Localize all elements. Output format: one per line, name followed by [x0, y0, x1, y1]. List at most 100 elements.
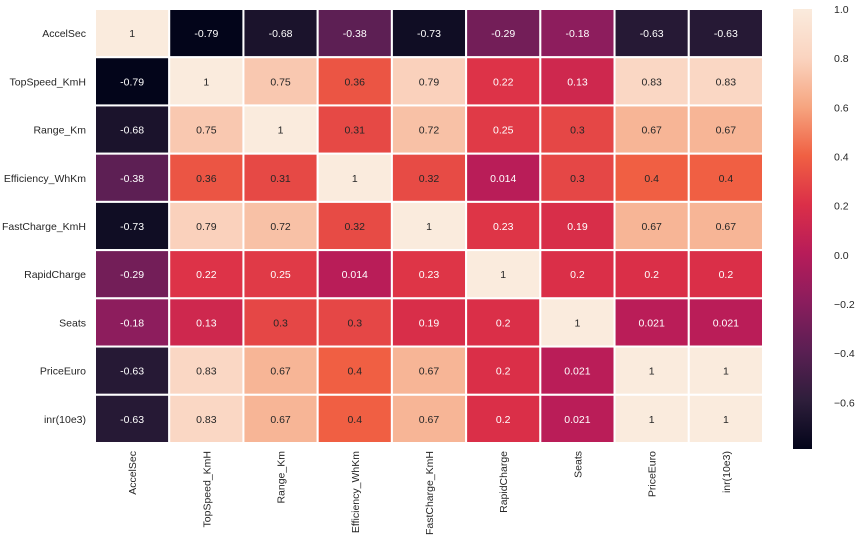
heatmap-cell	[316, 152, 393, 203]
cell-value-label: -0.38	[120, 173, 144, 185]
cell-value-label: 0.4	[347, 366, 362, 378]
cell-value-label: 0.021	[564, 366, 590, 378]
cell-value-label: 0.83	[196, 366, 217, 378]
heatmap-cell	[687, 56, 764, 107]
cell-value-label: 0.67	[641, 221, 662, 233]
heatmap-cell	[242, 249, 319, 300]
heatmap-cell	[242, 104, 319, 155]
cell-value-label: 0.021	[713, 317, 739, 329]
heatmap-cell	[168, 297, 245, 348]
cell-value-label: 0.72	[419, 125, 440, 137]
cell-value-label: 1	[352, 173, 358, 185]
heatmap-cell	[168, 104, 245, 155]
cell-value-label: 0.19	[419, 317, 440, 329]
column-tick-label: Seats	[572, 451, 584, 478]
cell-value-label: 1	[649, 366, 655, 378]
heatmap-cell	[168, 249, 245, 300]
row-tick-label: Range_Km	[33, 125, 86, 137]
heatmap-cell	[687, 200, 764, 252]
cell-value-label: 0.31	[345, 125, 366, 137]
cell-value-label: 0.3	[570, 173, 585, 185]
column-tick-label: PriceEuro	[647, 451, 659, 497]
cell-value-label: 0.13	[196, 317, 217, 329]
heatmap-cell	[94, 345, 171, 396]
colorbar-tick-label: 1.0	[834, 4, 849, 16]
cell-value-label: 0.75	[196, 125, 217, 137]
colorbar-tick-label: 0.6	[834, 102, 849, 114]
cell-value-label: 0.3	[570, 125, 585, 137]
row-tick-label: PriceEuro	[40, 366, 86, 378]
colorbar-tick-label: −0.6	[834, 397, 855, 409]
column-tick-label: inr(10e3)	[721, 451, 733, 493]
heatmap-cell-labels: 1 -0.79 -0.68 -0.38 -0.73 -0.29 -0.18 -0.63 -0.6…	[120, 28, 739, 426]
heatmap-cell	[390, 56, 468, 107]
cell-value-label: 0.79	[419, 76, 440, 88]
heatmap-cell	[687, 393, 764, 444]
cell-value-label: 0.67	[716, 125, 737, 137]
heatmap-cell	[94, 297, 171, 348]
heatmap-cell	[390, 297, 468, 348]
heatmap-cell	[539, 297, 616, 348]
heatmap-cell	[613, 249, 690, 300]
cell-value-label: -0.63	[120, 366, 144, 378]
cell-value-label: 0.67	[419, 366, 440, 378]
heatmap-cell	[539, 56, 616, 107]
cell-value-label: 0.31	[270, 173, 291, 185]
heatmap-cell	[242, 393, 319, 444]
cell-value-label: 1	[575, 317, 581, 329]
heatmap-cell	[465, 249, 542, 300]
heatmap-cell	[687, 152, 764, 203]
cell-value-label: 0.36	[196, 173, 217, 185]
heatmap-cell	[613, 56, 690, 107]
colorbar-tick-label: 0.8	[834, 53, 849, 65]
cell-value-label: 0.014	[342, 269, 368, 281]
heatmap-cell	[465, 345, 542, 396]
cell-value-label: 0.2	[570, 269, 585, 281]
colorbar: 1.0 0.8 0.6 0.4 0.2 0.0 −0.2 −0.4 −0.6	[793, 4, 855, 449]
cell-value-label: 0.83	[641, 76, 662, 88]
cell-value-label: 0.3	[347, 317, 362, 329]
colorbar-tick-label: 0.4	[834, 151, 849, 163]
row-tick-labels: AccelSec TopSpeed_KmH Range_Km Efficiency_W…	[2, 28, 86, 426]
cell-value-label: -0.73	[417, 28, 441, 40]
cell-value-label: 0.2	[719, 269, 734, 281]
cell-value-label: 0.25	[493, 125, 514, 137]
cell-value-label: 0.021	[564, 414, 590, 426]
cell-value-label: 0.014	[490, 173, 516, 185]
colorbar-gradient	[793, 9, 812, 449]
column-tick-label: TopSpeed_KmH	[201, 451, 213, 527]
column-tick-label: AccelSec	[127, 451, 139, 495]
cell-value-label: 0.67	[716, 221, 737, 233]
cell-value-label: -0.29	[120, 269, 144, 281]
heatmap-cell	[94, 249, 171, 300]
heatmap-cell	[168, 152, 245, 203]
cell-value-label: 0.4	[347, 414, 362, 426]
cell-value-label: -0.63	[640, 28, 664, 40]
cell-value-label: 0.67	[641, 125, 662, 137]
colorbar-tick-label: 0.2	[834, 201, 849, 213]
cell-value-label: 0.2	[496, 414, 511, 426]
cell-value-label: -0.73	[120, 221, 144, 233]
column-tick-labels: AccelSec TopSpeed_KmH Range_Km Efficiency_W…	[127, 451, 733, 535]
colorbar-tick-label: −0.2	[834, 299, 855, 311]
column-tick-label: FastCharge_KmH	[424, 451, 436, 535]
heatmap-cell	[242, 56, 319, 107]
row-tick-label: Seats	[59, 317, 86, 329]
cell-value-label: 0.75	[270, 76, 291, 88]
cell-value-label: -0.18	[120, 317, 144, 329]
heatmap-cell	[465, 8, 542, 59]
cell-value-label: 0.19	[567, 221, 588, 233]
cell-value-label: 0.32	[419, 173, 440, 185]
cell-value-label: 0.67	[270, 366, 291, 378]
cell-value-label: 0.2	[644, 269, 659, 281]
cell-value-label: 0.67	[270, 414, 291, 426]
cell-value-label: 1	[723, 366, 729, 378]
heatmap-cell	[687, 249, 764, 300]
cell-value-label: 1	[426, 221, 432, 233]
row-tick-label: TopSpeed_KmH	[10, 76, 86, 88]
colorbar-tick-label: 0.0	[834, 250, 849, 262]
heatmap-cell	[94, 8, 171, 59]
cell-value-label: 0.83	[716, 76, 737, 88]
cell-value-label: 0.79	[196, 221, 217, 233]
cell-value-label: 0.23	[419, 269, 440, 281]
